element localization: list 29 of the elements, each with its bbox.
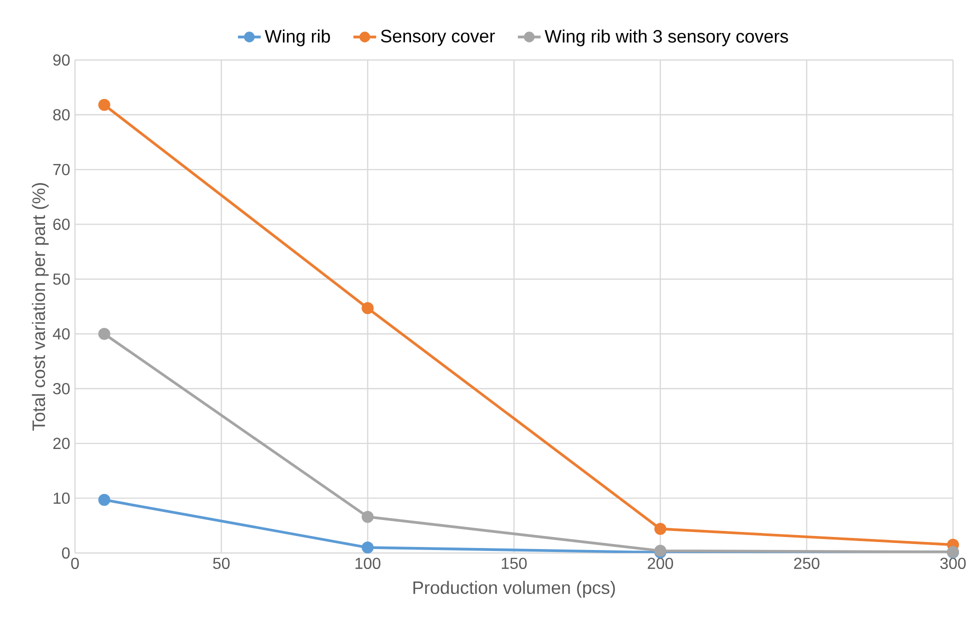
point (362, 302, 374, 314)
x-tick-label: 150 (502, 558, 527, 570)
y-tick-label: 40 (52, 328, 70, 340)
point (98, 494, 110, 506)
x-tick-label: 50 (213, 558, 230, 570)
y-tick-label: 80 (53, 109, 70, 120)
x-tick-label: 250 (794, 558, 820, 570)
legend-label: Wing rib with 3 sensory covers (544, 29, 788, 46)
y-tick-label: 60 (53, 218, 70, 230)
y-tick-label: 50 (53, 273, 70, 285)
y-tick-label: 30 (53, 383, 70, 394)
x-axis-title: Production volumen (pcs) (413, 580, 615, 598)
y-tick-label: 10 (54, 492, 70, 504)
y-tick-label: 0 (62, 547, 70, 559)
y-tick-label: 70 (53, 164, 70, 176)
point (98, 328, 110, 340)
x-tick-label: 100 (356, 558, 380, 570)
x-tick-label: 300 (940, 558, 966, 570)
point (362, 510, 374, 523)
legend-label: Sensory cover (380, 30, 495, 46)
point (654, 522, 666, 535)
y-tick-label: 90 (53, 54, 70, 66)
point (362, 542, 374, 554)
y-axis-title: Total cost variation per part (%) (32, 183, 49, 431)
x-tick-label: 0 (71, 558, 79, 570)
legend-label: Wing rib (264, 29, 330, 46)
point (98, 98, 110, 111)
y-tick-label: 20 (53, 438, 70, 450)
x-tick-label: 200 (648, 558, 674, 570)
